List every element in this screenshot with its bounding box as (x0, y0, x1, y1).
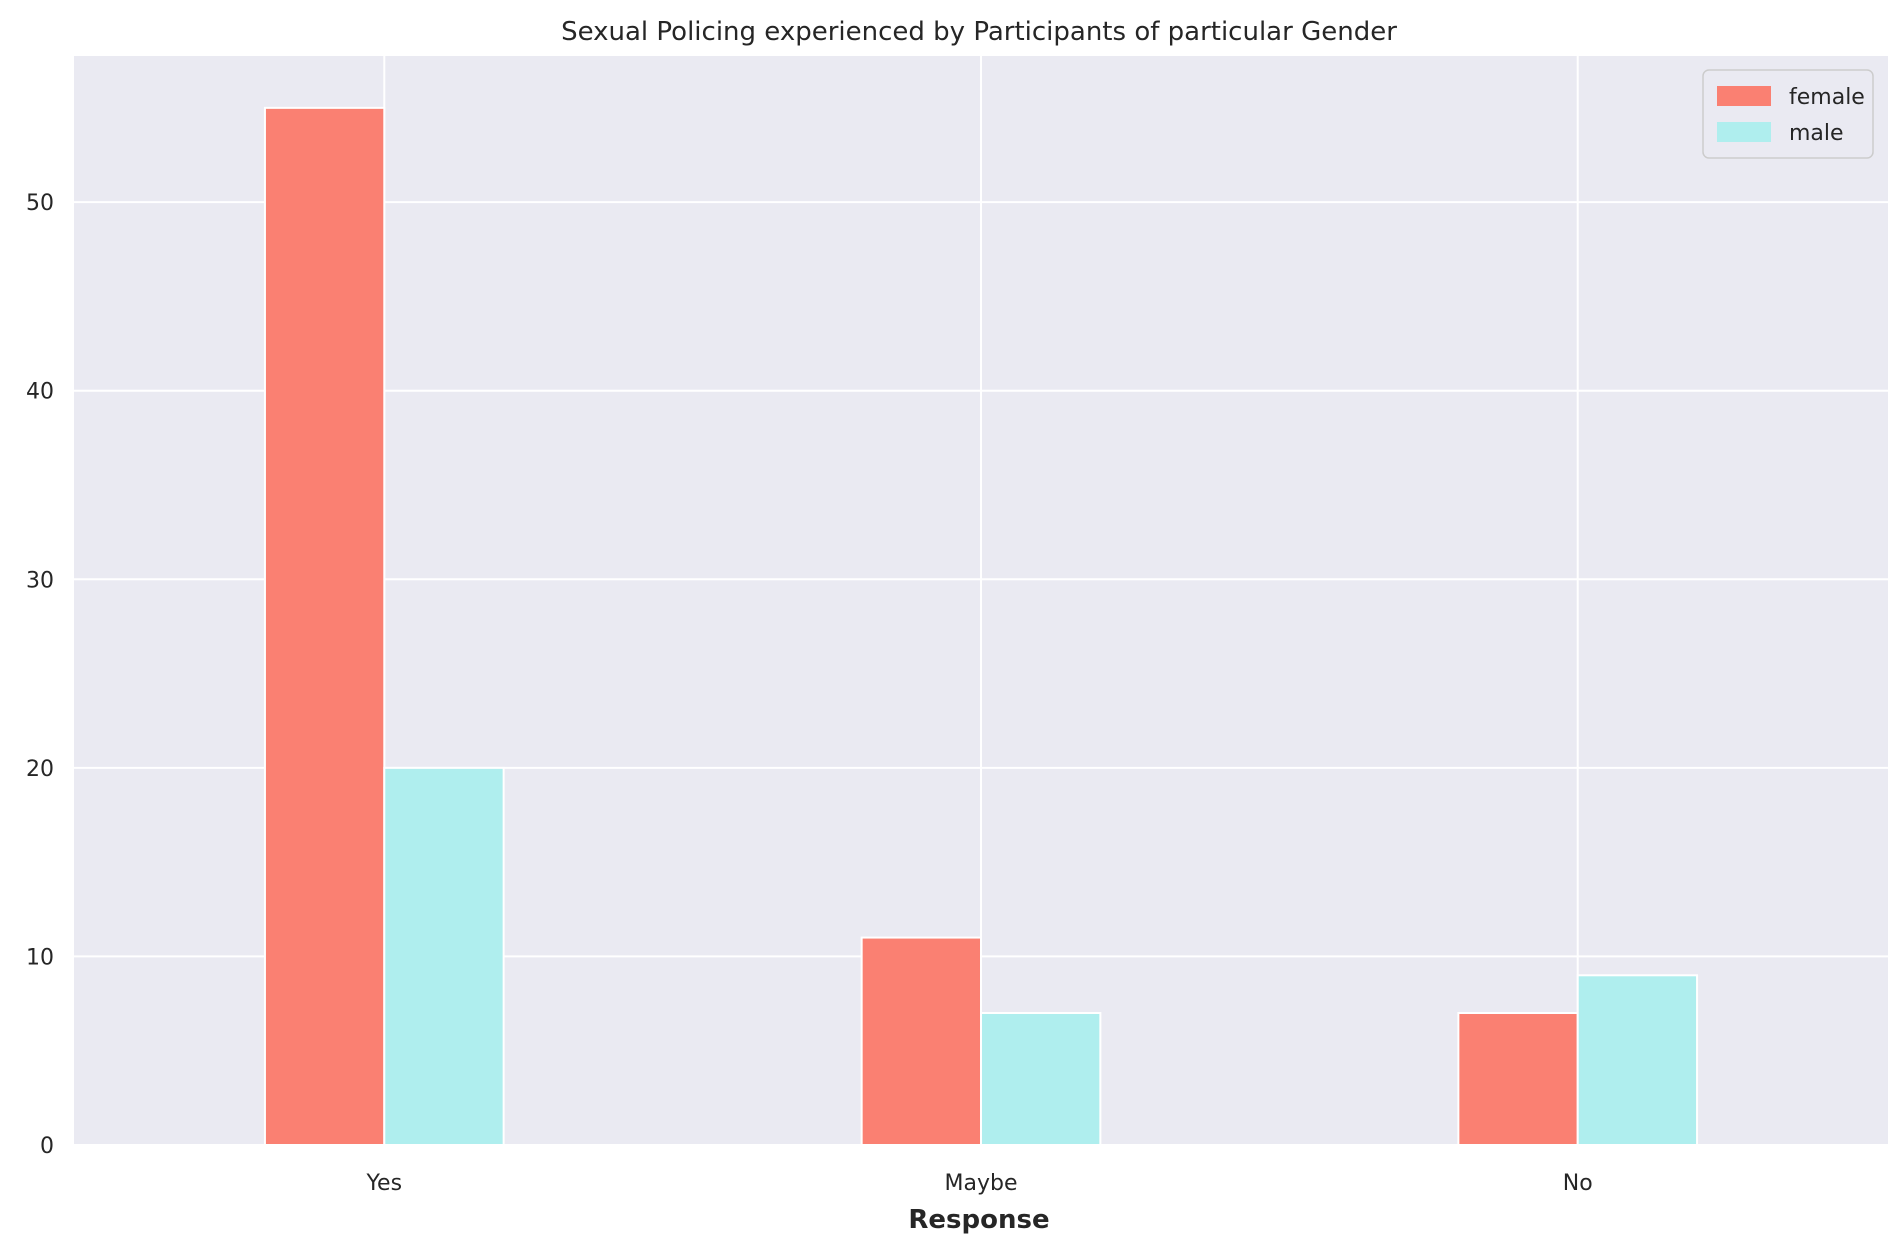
x-tick-label: Yes (366, 1171, 403, 1196)
bar-female-maybe (860, 936, 982, 1146)
legend: female male (1702, 69, 1874, 159)
legend-box (1702, 69, 1874, 159)
x-tick-label: No (1563, 1171, 1593, 1196)
x-axis-label: Response (908, 1205, 1049, 1235)
y-tick-label: 0 (40, 1134, 54, 1159)
x-tick-label: Maybe (945, 1171, 1018, 1196)
x-axis: Yes Maybe No (366, 1171, 1593, 1196)
bar-male-yes (383, 766, 505, 1146)
y-axis: 0 10 20 30 40 50 (26, 191, 54, 1159)
legend-label-male: male (1789, 121, 1844, 146)
bar-female-yes (263, 106, 386, 1146)
y-tick-label: 40 (26, 380, 54, 405)
chart-title: Sexual Policing experienced by Participa… (561, 17, 1397, 47)
bar-female-no (1457, 1012, 1579, 1146)
y-tick-label: 50 (26, 191, 54, 216)
y-tick-label: 20 (26, 757, 54, 782)
legend-swatch-female (1717, 86, 1771, 106)
bars (263, 106, 1699, 1146)
legend-swatch-male (1717, 122, 1771, 142)
legend-label-female: female (1789, 85, 1865, 110)
bar-male-maybe (980, 1012, 1102, 1146)
y-tick-label: 10 (26, 945, 54, 970)
y-tick-label: 30 (26, 568, 54, 593)
bar-male-no (1576, 974, 1699, 1146)
